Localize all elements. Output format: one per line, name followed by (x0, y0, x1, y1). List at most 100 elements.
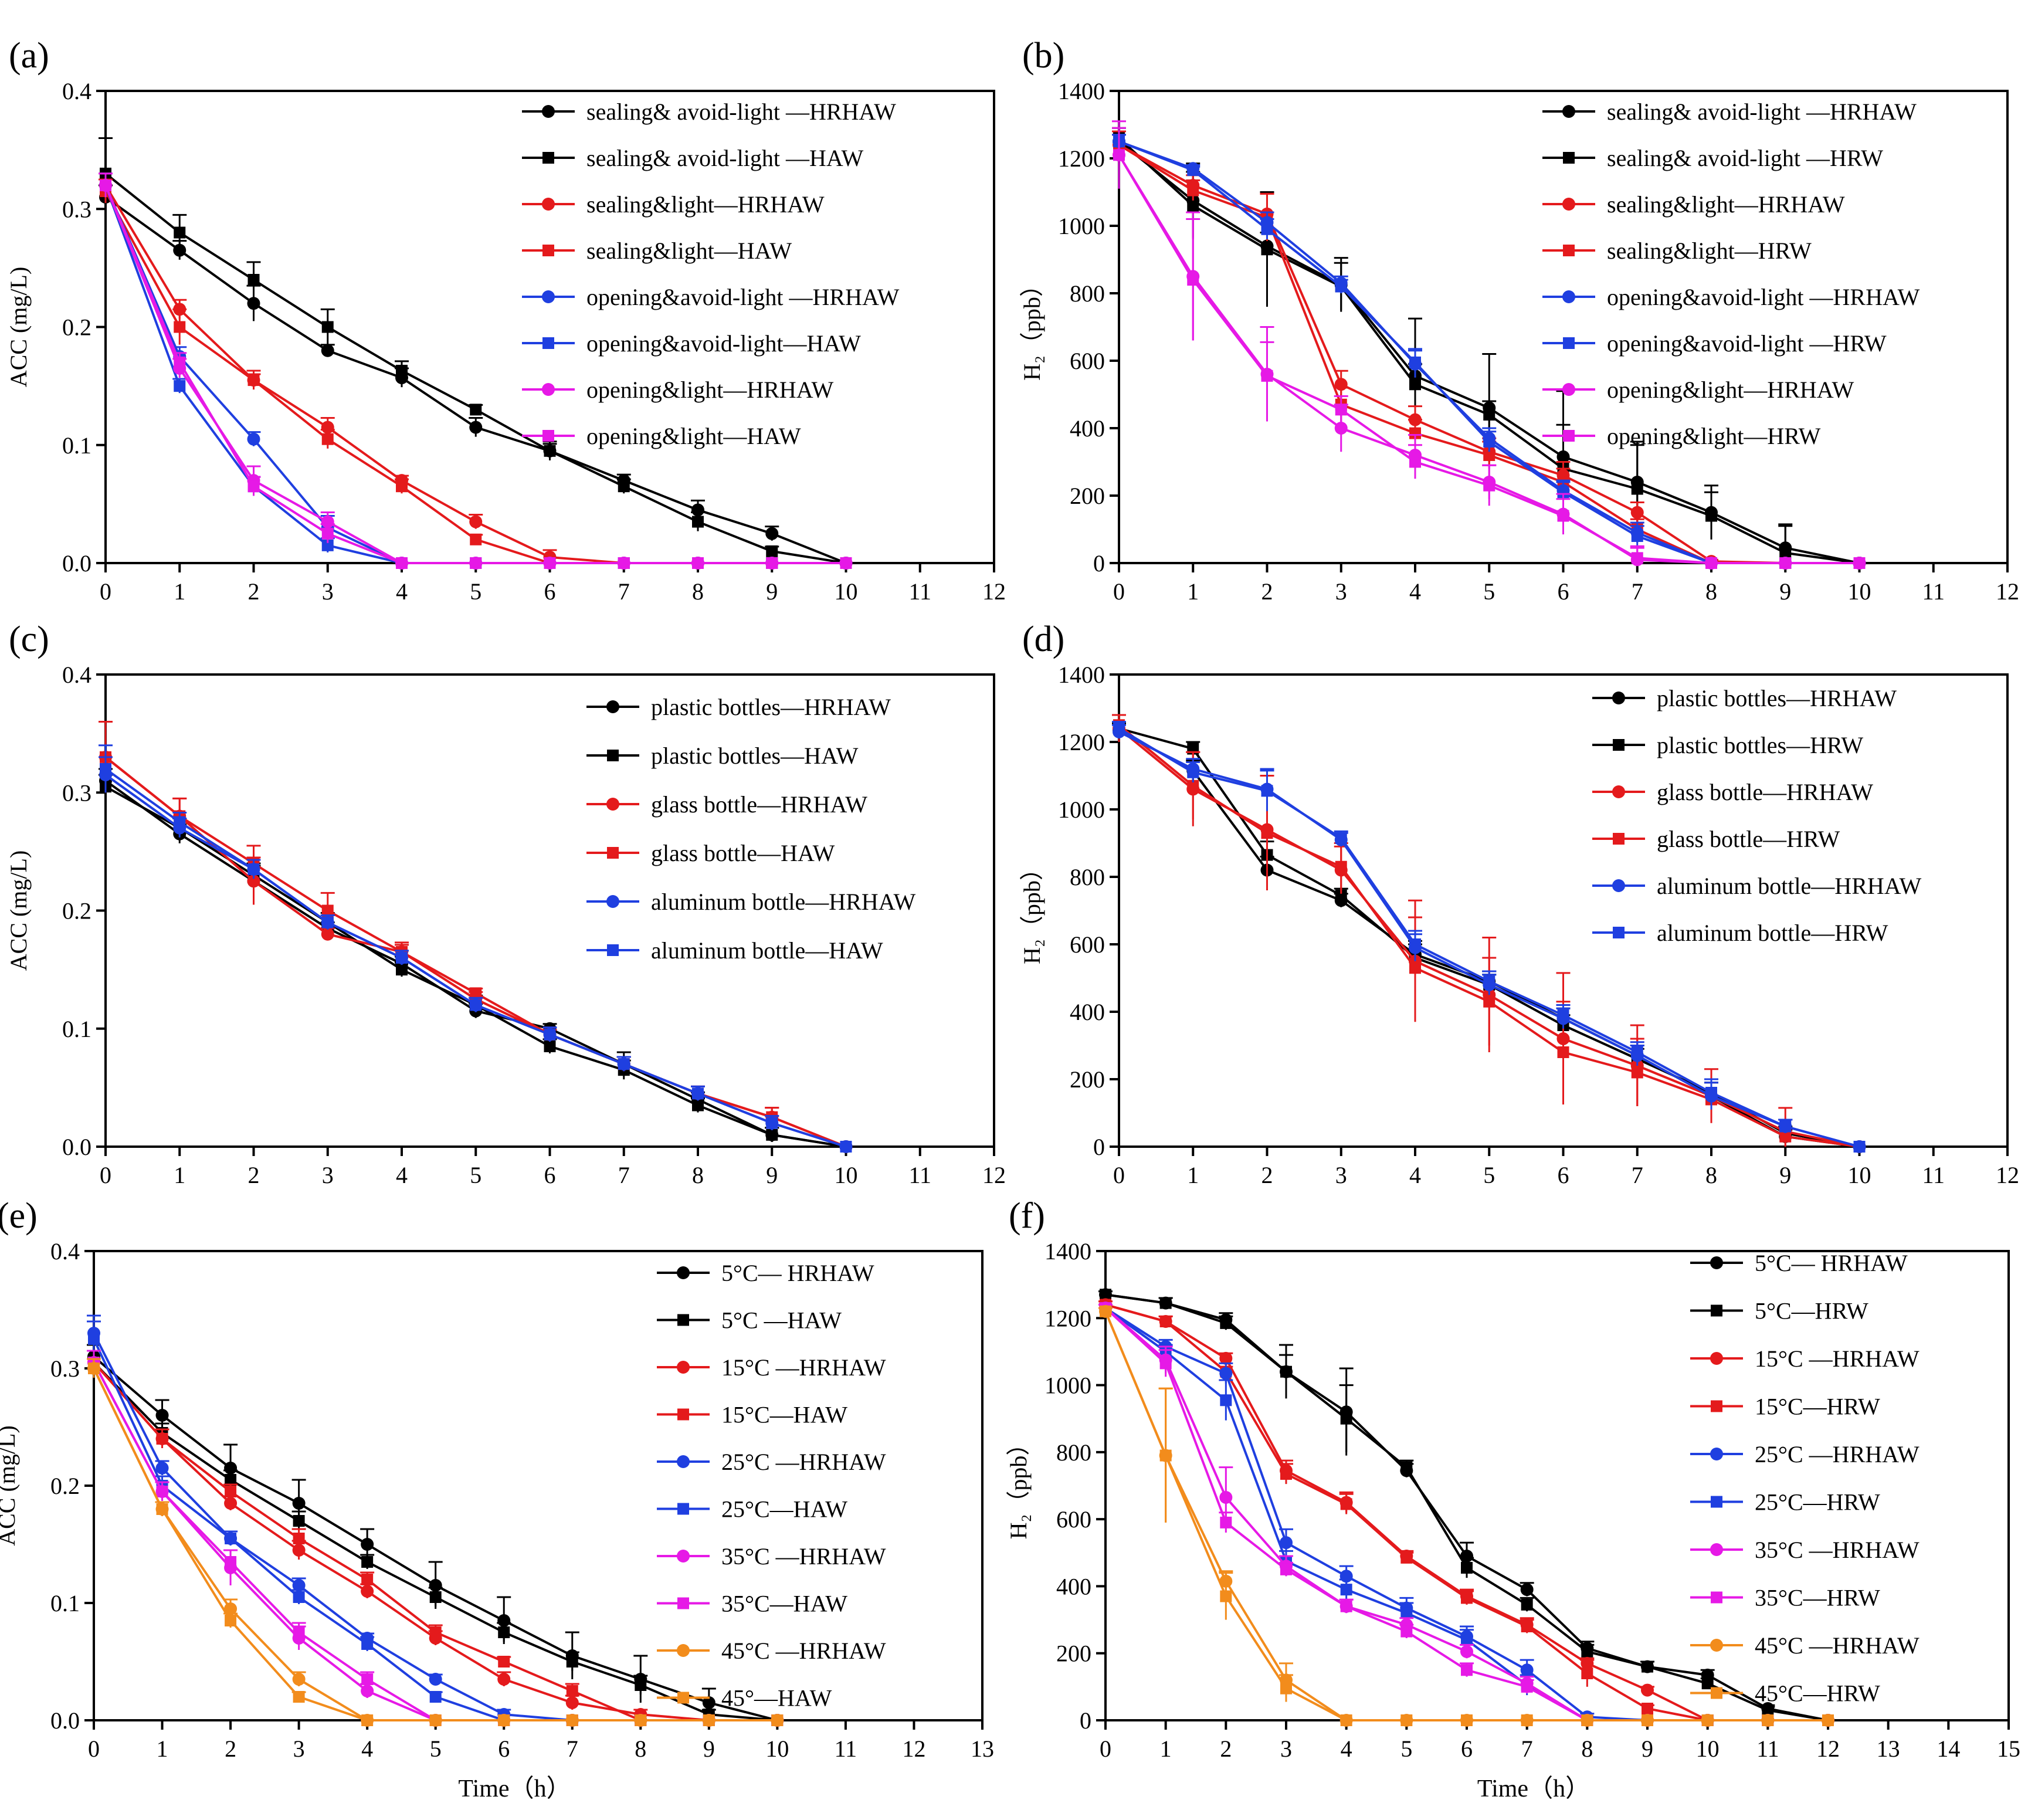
data-point (498, 1626, 510, 1638)
chart-panel-d: (d)0 1 2 3 4 5 6 7 8 9 10 11 12020040060080010001200… (1019, 619, 2019, 1188)
legend-marker (677, 1455, 690, 1468)
data-point (1335, 280, 1347, 293)
legend-label: 25°C—HRW (1755, 1489, 1880, 1516)
data-point (1334, 422, 1348, 435)
legend-label: aluminum bottle—HRHAW (1657, 873, 1921, 899)
y-tick-label: 1000 (1058, 797, 1105, 823)
data-point (765, 527, 779, 540)
data-point (361, 1638, 374, 1650)
x-tick-label: 1 (174, 1162, 185, 1188)
data-point (156, 1433, 168, 1445)
data-point (1483, 436, 1495, 448)
data-point (174, 356, 186, 368)
x-tick-label: 5 (470, 578, 481, 605)
x-tick-label: 7 (618, 1162, 630, 1188)
x-tick-label: 12 (1996, 1162, 2019, 1188)
legend-item: 35°C —HRHAW (657, 1543, 886, 1570)
legend-item: 25°C—HRW (1690, 1489, 1880, 1516)
x-tick-label: 3 (322, 1162, 334, 1188)
data-point (292, 1497, 306, 1510)
data-point (1409, 962, 1421, 974)
data-point (1461, 1592, 1473, 1604)
data-point (293, 1626, 305, 1638)
data-point (469, 515, 483, 528)
y-tick-label: 0.4 (62, 78, 91, 104)
legend-marker (677, 1597, 689, 1609)
series-f-1 (1098, 1289, 1834, 1726)
data-point (1409, 456, 1421, 468)
data-point (1705, 1087, 1717, 1099)
legend-item: 15°C —HRHAW (1690, 1345, 1920, 1372)
legend-label: 35°C —HRHAW (1755, 1537, 1920, 1563)
x-tick-label: 2 (1261, 578, 1273, 605)
legend-marker (1613, 833, 1625, 845)
x-tick-label: 4 (1409, 578, 1421, 605)
legend-marker (1562, 105, 1575, 118)
legend-label: 45°C —HRHAW (1755, 1632, 1920, 1659)
data-point (292, 1673, 306, 1686)
data-point (544, 1040, 556, 1052)
y-tick-label: 200 (1070, 1066, 1105, 1093)
legend-marker (1711, 1496, 1722, 1508)
panel-label-f: (f) (1009, 1196, 1045, 1236)
data-point (1340, 1412, 1352, 1425)
data-point (703, 1714, 715, 1726)
data-point (1219, 1367, 1233, 1380)
legend-label: opening&light—HRHAW (1607, 377, 1854, 403)
data-point (361, 1574, 374, 1585)
series-e-1 (87, 1350, 784, 1726)
x-tick-label: 1 (157, 1736, 168, 1762)
data-point (321, 916, 334, 928)
y-tick-label: 600 (1056, 1506, 1091, 1533)
y-tick-label: 1200 (1044, 1305, 1091, 1331)
x-tick-label: 2 (1261, 1162, 1273, 1188)
data-point (692, 1087, 704, 1100)
x-tick-label: 9 (766, 578, 778, 605)
series-line (93, 1368, 778, 1721)
data-point (1461, 1562, 1473, 1574)
data-point (361, 1556, 374, 1568)
legend-item: plastic bottles—HAW (586, 743, 859, 769)
legend-item: glass bottle—HAW (586, 840, 835, 866)
x-tick-label: 6 (1558, 578, 1569, 605)
y-tick-label: 800 (1056, 1439, 1091, 1466)
data-point (1340, 1600, 1352, 1612)
data-point (692, 516, 704, 528)
x-tick-label: 0 (100, 1162, 111, 1188)
data-point (1521, 1714, 1533, 1726)
legend-item: sealing&light—HRHAW (1542, 191, 1845, 218)
legend-e: 5°C— HRHAW 5°C —HAW 15°C —HRHAW 15°C—HAW 25°… (657, 1260, 886, 1711)
data-point (1779, 547, 1792, 559)
y-axis-label: ACC (mg/L) (5, 850, 32, 971)
data-point (1483, 995, 1495, 1008)
chart-panel-e: (e)0 1 2 3 4 5 6 7 8 9 10 11 12 130.00.10.20.30.4ACC … (0, 1196, 994, 1802)
legend-marker (677, 1266, 690, 1279)
data-point (174, 380, 186, 392)
legend-d: plastic bottles—HRHAW plastic bottles—HRW… (1592, 685, 1921, 946)
data-point (544, 1028, 556, 1041)
x-tick-label: 2 (248, 1162, 260, 1188)
x-tick-label: 15 (1997, 1736, 2020, 1762)
data-point (766, 545, 778, 557)
y-tick-label: 1200 (1058, 145, 1105, 172)
x-tick-label: 5 (470, 1162, 481, 1188)
x-tick-label: 13 (1877, 1736, 1900, 1762)
legend-marker (1563, 245, 1575, 256)
legend-marker (677, 1361, 690, 1374)
y-tick-label: 0.0 (62, 1134, 91, 1160)
data-point (396, 952, 408, 964)
data-point (1219, 1351, 1233, 1365)
data-point (429, 1673, 442, 1686)
chart-panel-f: (f)0 1 2 3 4 5 6 7 8 9 10 11 12 13 14 15020040060080010… (1005, 1196, 2020, 1802)
data-point (1400, 1714, 1413, 1726)
legend-label: plastic bottles—HRHAW (1657, 685, 1897, 711)
y-tick-label: 800 (1070, 864, 1105, 890)
series-b-7 (1112, 127, 1866, 569)
data-point (247, 374, 260, 387)
x-tick-label: 9 (1779, 578, 1791, 605)
data-point (469, 421, 483, 434)
legend-f: 5°C— HRHAW 5°C—HRW 15°C —HRHAW 15°C—HRW 25°C… (1690, 1250, 1920, 1707)
data-point (321, 433, 334, 445)
data-point (396, 964, 408, 976)
data-point (224, 1602, 238, 1615)
